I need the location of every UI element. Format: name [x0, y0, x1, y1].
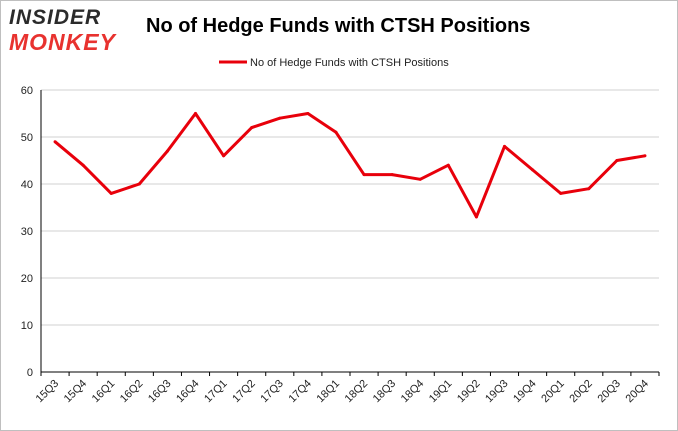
data-point: [390, 173, 394, 177]
x-tick-label: 20Q4: [624, 378, 652, 406]
series-line: [54, 112, 646, 219]
x-tick-label: 16Q2: [118, 378, 146, 406]
data-point: [446, 163, 450, 167]
data-point: [334, 130, 338, 134]
x-tick-label: 18Q1: [315, 378, 343, 406]
x-tick-label: 18Q4: [399, 378, 427, 406]
data-point: [81, 163, 85, 167]
x-tick-label: 15Q4: [62, 378, 90, 406]
x-tick-label: 16Q4: [174, 378, 202, 406]
y-tick-label: 40: [21, 179, 33, 191]
data-point: [615, 159, 619, 162]
x-tick-label: 17Q3: [258, 378, 286, 406]
data-point: [643, 154, 647, 158]
x-tick-label: 16Q3: [146, 378, 174, 406]
y-tick-label: 20: [21, 273, 33, 285]
data-point: [53, 140, 57, 144]
x-tick-label: 20Q2: [567, 378, 595, 406]
data-point: [362, 173, 366, 177]
data-point: [165, 149, 169, 153]
chart-title: No of Hedge Funds with CTSH Positions: [146, 15, 531, 37]
y-tick-label: 10: [21, 320, 33, 332]
y-tick-label: 30: [21, 226, 33, 238]
x-tick-label: 19Q4: [511, 378, 539, 406]
legend-label: No of Hedge Funds with CTSH Positions: [250, 57, 449, 69]
x-tick-label: 19Q1: [427, 378, 455, 406]
data-point: [222, 154, 226, 158]
y-tick-label: 50: [21, 132, 33, 144]
data-point: [250, 126, 254, 130]
data-point: [531, 168, 535, 172]
x-tick-label: 19Q2: [455, 378, 483, 406]
x-tick-label: 18Q3: [371, 378, 399, 406]
data-point: [474, 215, 478, 219]
data-point: [559, 191, 563, 195]
data-point: [418, 177, 422, 181]
y-tick-label: 60: [21, 85, 33, 97]
data-point: [587, 187, 591, 191]
y-tick-label: 0: [27, 367, 33, 379]
data-point: [137, 182, 141, 186]
logo-line-2: MONKEY: [9, 29, 116, 55]
x-tick-label: 18Q2: [343, 378, 371, 406]
x-tick-label: 17Q2: [230, 378, 258, 406]
insider-monkey-logo: INSIDER MONKEY: [9, 7, 129, 57]
x-tick-label: 15Q3: [34, 378, 62, 406]
x-tick-label: 19Q3: [483, 378, 511, 406]
x-tick-label: 16Q1: [90, 378, 118, 406]
data-point: [194, 112, 197, 115]
data-point: [503, 144, 506, 148]
x-tick-label: 17Q1: [202, 378, 230, 406]
x-tick-label: 20Q3: [595, 378, 623, 406]
data-point: [306, 112, 310, 115]
data-point: [278, 116, 282, 120]
data-point: [109, 191, 113, 195]
logo-line-1: INSIDER: [9, 6, 102, 29]
x-tick-label: 20Q1: [539, 378, 567, 406]
x-tick-label: 17Q4: [286, 378, 314, 406]
